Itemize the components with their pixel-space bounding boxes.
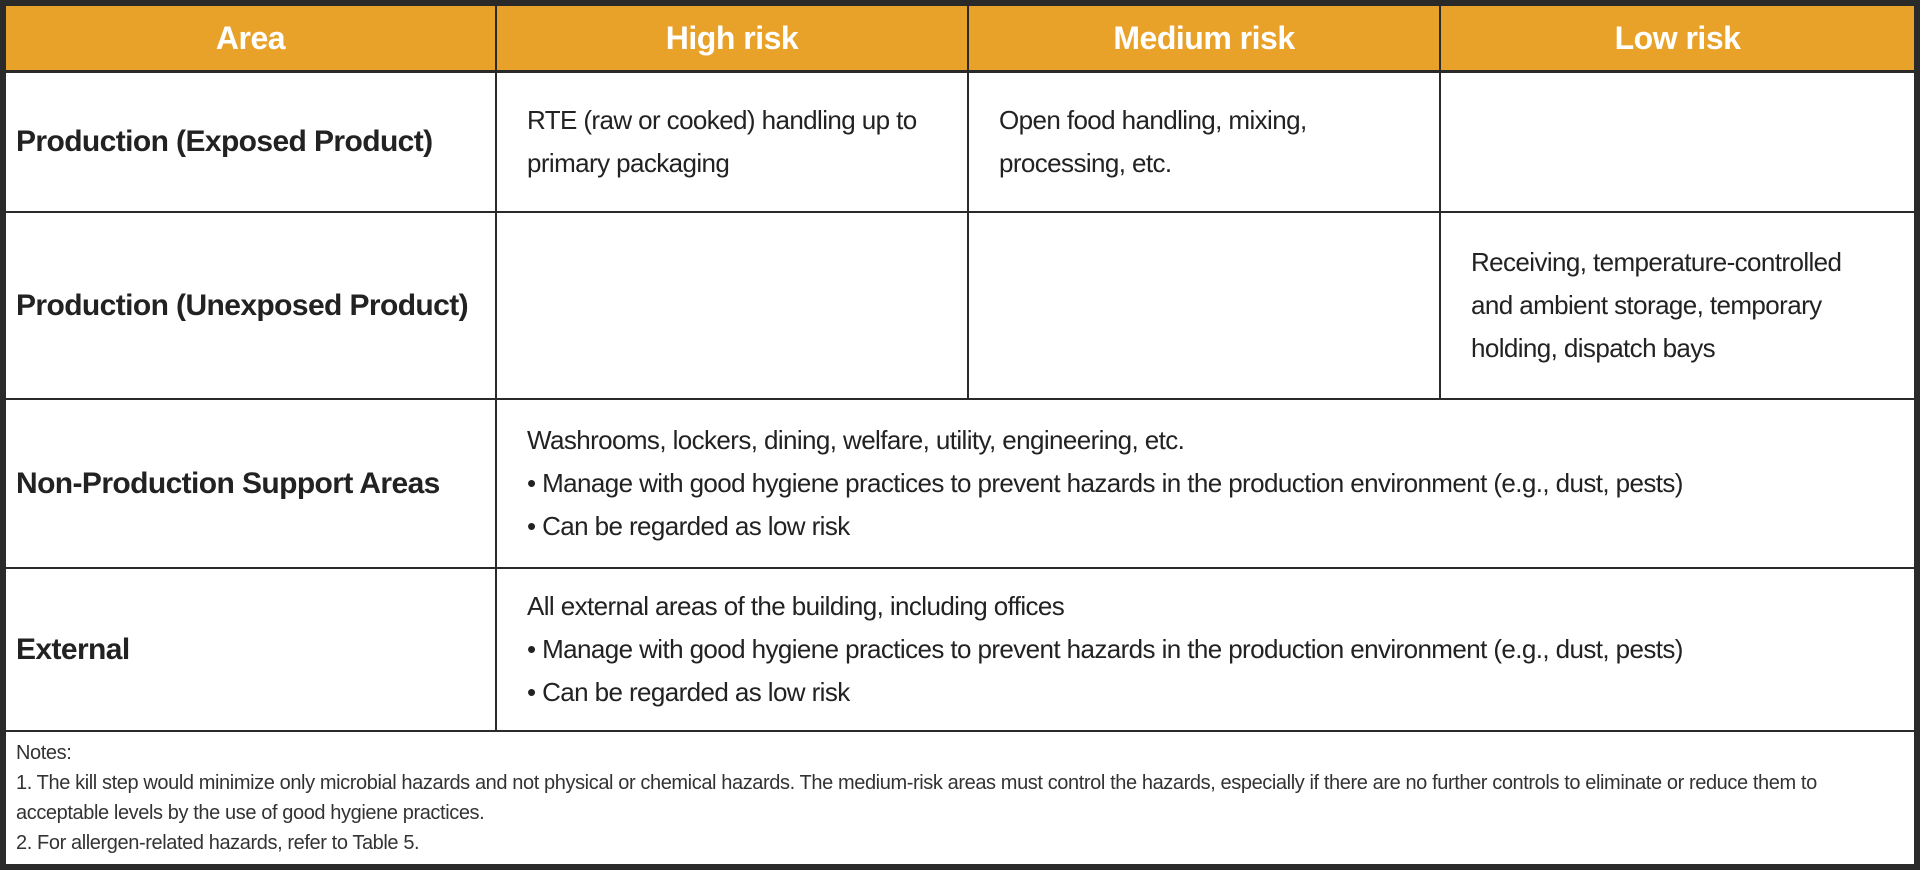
cell: Receiving, temperature-controlled and am… [1439,210,1914,400]
table-row: Non-Production Support Areas Washrooms, … [6,397,1914,569]
header-cell: Area [6,6,497,73]
cell-line: • Manage with good hygiene practices to … [527,467,1683,498]
header-cell: High risk [496,6,969,73]
cell [967,210,1441,400]
note: 2. For allergen-related hazards, refer t… [16,831,420,854]
header-cell: Low risk [1440,6,1914,73]
header-cell: Medium risk [968,6,1441,73]
table-row: Production (Exposed Product) RTE (raw or… [6,70,1914,213]
cell: Open food handling, mixing, processing, … [967,70,1441,213]
table-row: Production (Unexposed Product) Receiving… [6,210,1914,400]
note: 1. The kill step would minimize only mic… [16,771,1817,824]
risk-table: Area High risk Medium risk Low risk Prod… [6,6,1914,732]
area-cell: External [6,566,497,732]
area-cell: Production (Unexposed Product) [6,210,497,400]
cell-line: Washrooms, lockers, dining, welfare, uti… [527,424,1185,455]
area-cell: Non-Production Support Areas [6,397,497,569]
header-row: Area High risk Medium risk Low risk [6,6,1914,73]
cell-line: All external areas of the building, incl… [527,590,1065,621]
notes-title: Notes: [16,741,72,764]
cell: RTE (raw or cooked) handling up to prima… [495,70,969,213]
merged-cell: All external areas of the building, incl… [495,566,1914,732]
cell [1439,70,1914,213]
area-cell: Production (Exposed Product) [6,70,497,213]
cell-line: • Can be regarded as low risk [527,676,850,707]
cell [495,210,969,400]
cell-line: • Manage with good hygiene practices to … [527,633,1683,664]
notes: Notes: 1. The kill step would minimize o… [6,732,1914,865]
table-row: External All external areas of the build… [6,566,1914,732]
merged-cell: Washrooms, lockers, dining, welfare, uti… [495,397,1914,569]
cell-line: • Can be regarded as low risk [527,510,850,541]
